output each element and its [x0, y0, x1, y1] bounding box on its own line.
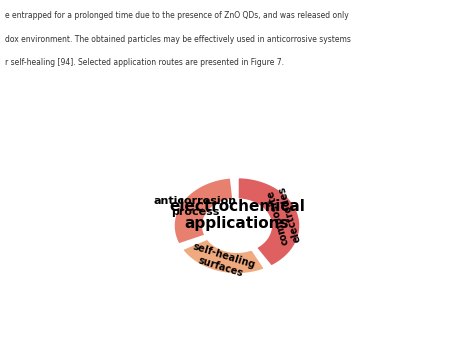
Text: self-healing
surfaces: self-healing surfaces: [188, 241, 257, 281]
Text: electrochemical
applications: electrochemical applications: [169, 198, 305, 231]
Text: dox environment. The obtained particles may be effectively used in anticorrosive: dox environment. The obtained particles …: [5, 35, 351, 44]
Polygon shape: [173, 177, 234, 245]
Text: anticorrosion
process: anticorrosion process: [154, 196, 237, 217]
Text: r self-healing [94]. Selected application routes are presented in Figure 7.: r self-healing [94]. Selected applicatio…: [5, 58, 284, 67]
Polygon shape: [181, 238, 266, 275]
Polygon shape: [237, 177, 301, 267]
Text: composite
electrodes: composite electrodes: [265, 185, 302, 246]
Text: e entrapped for a prolonged time due to the presence of ZnO QDs, and was release: e entrapped for a prolonged time due to …: [5, 11, 348, 20]
